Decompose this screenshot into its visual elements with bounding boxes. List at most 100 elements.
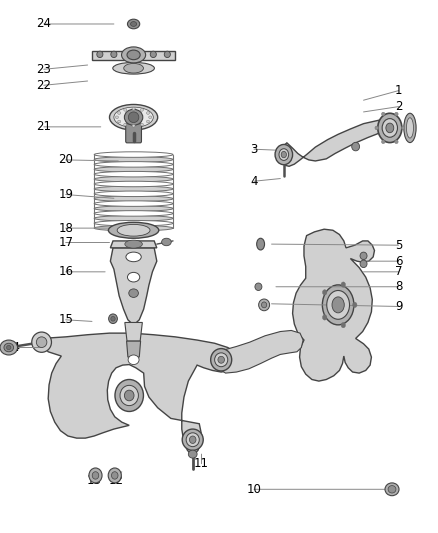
Ellipse shape <box>404 114 416 143</box>
Ellipse shape <box>118 120 121 123</box>
Text: 12: 12 <box>109 474 124 487</box>
Ellipse shape <box>116 116 118 118</box>
Ellipse shape <box>126 252 141 262</box>
Ellipse shape <box>0 340 18 355</box>
Ellipse shape <box>218 357 224 364</box>
Ellipse shape <box>94 181 173 187</box>
Ellipse shape <box>360 252 367 260</box>
Text: 16: 16 <box>58 265 73 278</box>
Ellipse shape <box>127 272 140 282</box>
Text: 3: 3 <box>251 143 258 156</box>
Ellipse shape <box>94 211 173 216</box>
Ellipse shape <box>94 225 173 231</box>
Ellipse shape <box>257 238 265 250</box>
Polygon shape <box>125 322 142 341</box>
Ellipse shape <box>36 337 47 348</box>
Ellipse shape <box>124 109 127 111</box>
Text: 23: 23 <box>36 63 51 76</box>
Text: 13: 13 <box>87 474 102 487</box>
Ellipse shape <box>261 302 267 308</box>
Ellipse shape <box>385 483 399 496</box>
Text: 18: 18 <box>58 222 73 235</box>
Ellipse shape <box>341 322 346 328</box>
Text: 5: 5 <box>395 239 402 252</box>
Ellipse shape <box>188 450 197 458</box>
Ellipse shape <box>406 118 413 138</box>
Ellipse shape <box>94 166 173 172</box>
Text: 9: 9 <box>395 300 403 313</box>
Ellipse shape <box>120 385 138 406</box>
Text: 24: 24 <box>36 18 51 30</box>
Ellipse shape <box>395 140 398 143</box>
Ellipse shape <box>322 285 354 325</box>
Ellipse shape <box>140 123 143 126</box>
Ellipse shape <box>94 186 173 192</box>
Ellipse shape <box>378 114 402 143</box>
Ellipse shape <box>332 297 344 313</box>
Ellipse shape <box>279 149 289 160</box>
Ellipse shape <box>94 161 173 167</box>
Ellipse shape <box>388 486 396 493</box>
Text: 4: 4 <box>250 175 258 188</box>
Ellipse shape <box>132 108 135 110</box>
Polygon shape <box>92 51 175 60</box>
Ellipse shape <box>115 379 143 411</box>
Ellipse shape <box>111 472 118 479</box>
Ellipse shape <box>109 314 117 324</box>
Ellipse shape <box>124 390 134 401</box>
Ellipse shape <box>401 126 405 130</box>
Ellipse shape <box>127 19 140 29</box>
Ellipse shape <box>140 109 143 111</box>
Ellipse shape <box>375 126 378 130</box>
Ellipse shape <box>128 112 139 123</box>
Ellipse shape <box>94 196 173 201</box>
Ellipse shape <box>121 47 145 63</box>
Text: 8: 8 <box>395 280 402 293</box>
Ellipse shape <box>32 332 52 352</box>
Ellipse shape <box>128 355 139 365</box>
Polygon shape <box>280 120 380 166</box>
Polygon shape <box>127 341 141 357</box>
Ellipse shape <box>382 119 398 137</box>
Ellipse shape <box>186 433 199 447</box>
Polygon shape <box>110 248 157 325</box>
Ellipse shape <box>327 290 350 319</box>
Ellipse shape <box>360 260 367 268</box>
Ellipse shape <box>258 299 269 311</box>
Ellipse shape <box>353 302 357 308</box>
Ellipse shape <box>211 349 232 371</box>
Ellipse shape <box>281 151 286 158</box>
Ellipse shape <box>341 282 346 287</box>
Polygon shape <box>293 229 374 381</box>
Ellipse shape <box>125 240 142 248</box>
Ellipse shape <box>162 238 171 246</box>
Ellipse shape <box>118 112 121 115</box>
Polygon shape <box>110 241 157 248</box>
Text: 21: 21 <box>36 120 51 133</box>
Ellipse shape <box>7 345 11 350</box>
Ellipse shape <box>182 429 203 450</box>
Ellipse shape <box>108 468 121 483</box>
FancyBboxPatch shape <box>126 124 141 143</box>
Ellipse shape <box>111 51 117 58</box>
Text: 15: 15 <box>58 313 73 326</box>
Ellipse shape <box>97 51 103 58</box>
Ellipse shape <box>189 436 196 443</box>
Ellipse shape <box>109 222 159 238</box>
Ellipse shape <box>255 283 262 290</box>
Ellipse shape <box>94 152 173 157</box>
Text: 10: 10 <box>247 483 261 496</box>
Ellipse shape <box>94 176 173 182</box>
Ellipse shape <box>113 62 154 74</box>
Ellipse shape <box>94 201 173 206</box>
Ellipse shape <box>150 51 156 58</box>
Ellipse shape <box>124 109 143 125</box>
Text: 11: 11 <box>194 457 209 470</box>
Ellipse shape <box>132 125 135 127</box>
Ellipse shape <box>117 224 150 236</box>
Ellipse shape <box>124 63 143 73</box>
Ellipse shape <box>94 191 173 197</box>
Ellipse shape <box>124 123 127 126</box>
Polygon shape <box>219 330 303 373</box>
Ellipse shape <box>395 112 398 116</box>
